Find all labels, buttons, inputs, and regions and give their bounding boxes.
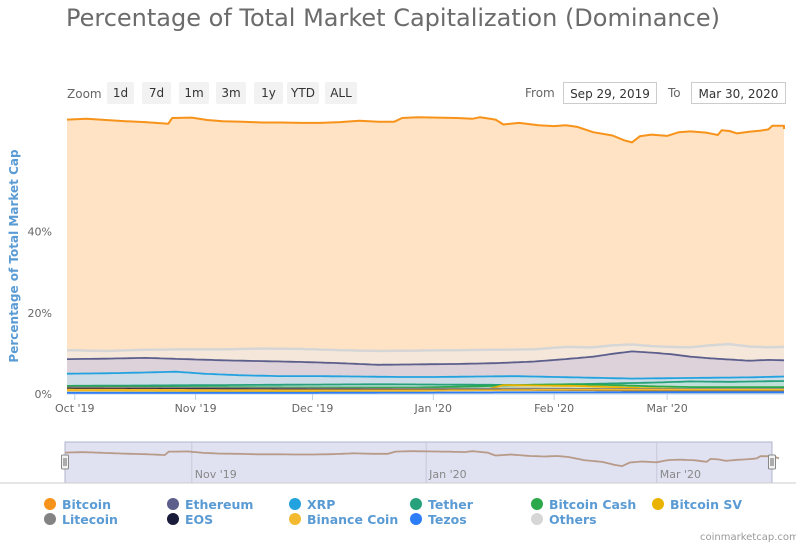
legend-label: Bitcoin (62, 497, 111, 512)
legend-item-tezos[interactable]: Tezos (410, 512, 467, 527)
legend-item-binance-coin[interactable]: Binance Coin (289, 512, 398, 527)
y-tick-label: 40% (28, 226, 52, 239)
legend-item-bitcoin-cash[interactable]: Bitcoin Cash (531, 497, 636, 512)
legend-swatch (410, 498, 422, 510)
legend-item-ethereum[interactable]: Ethereum (167, 497, 253, 512)
legend-label: Others (549, 512, 597, 527)
x-tick-label: Oct '19 (55, 402, 95, 415)
legend-swatch (289, 498, 301, 510)
legend-swatch (289, 513, 301, 525)
y-axis-label: Percentage of Total Market Cap (7, 149, 21, 363)
legend-label: Tezos (428, 512, 467, 527)
navigator-right-handle[interactable] (769, 455, 776, 469)
legend-label: Tether (428, 497, 473, 512)
legend-item-bitcoin-sv[interactable]: Bitcoin SV (652, 497, 742, 512)
legend-label: Litecoin (62, 512, 118, 527)
credit-text: coinmarketcap.com (700, 532, 796, 543)
legend-item-xrp[interactable]: XRP (289, 497, 335, 512)
legend-label: Bitcoin SV (670, 497, 742, 512)
legend-swatch (531, 513, 543, 525)
legend-item-litecoin[interactable]: Litecoin (44, 512, 118, 527)
line-binance-coin (67, 390, 784, 391)
legend-swatch (44, 513, 56, 525)
navigator-label: Nov '19 (195, 468, 237, 481)
legend-item-bitcoin[interactable]: Bitcoin (44, 497, 111, 512)
legend-swatch (167, 513, 179, 525)
navigator[interactable]: Nov '19 Jan '20 Mar '20 (0, 442, 796, 483)
legend-label: Ethereum (185, 497, 253, 512)
legend-label: Binance Coin (307, 512, 398, 527)
legend-swatch (44, 498, 56, 510)
legend-label: EOS (185, 512, 213, 527)
navigator-left-handle[interactable] (62, 455, 69, 469)
legend-item-tether[interactable]: Tether (410, 497, 473, 512)
x-tick-label: Nov '19 (175, 402, 217, 415)
legend-swatch (167, 498, 179, 510)
legend-label: XRP (307, 497, 335, 512)
navigator-label: Jan '20 (428, 468, 466, 481)
x-tick-label: Mar '20 (646, 402, 687, 415)
series-areas (67, 117, 784, 394)
legend-swatch (531, 498, 543, 510)
legend-label: Bitcoin Cash (549, 497, 636, 512)
navigator-label: Mar '20 (660, 468, 701, 481)
x-tick-label: Dec '19 (292, 402, 334, 415)
legend: Bitcoin Ethereum XRP Tether Bitcoin Cash Bitc… (44, 497, 796, 531)
legend-swatch (652, 498, 664, 510)
y-tick-label: 0% (35, 388, 52, 401)
x-tick-label: Jan '20 (414, 402, 452, 415)
legend-swatch (410, 513, 422, 525)
x-tick-label: Feb '20 (534, 402, 574, 415)
y-tick-label: 20% (28, 307, 52, 320)
legend-item-eos[interactable]: EOS (167, 512, 213, 527)
legend-item-others[interactable]: Others (531, 512, 597, 527)
